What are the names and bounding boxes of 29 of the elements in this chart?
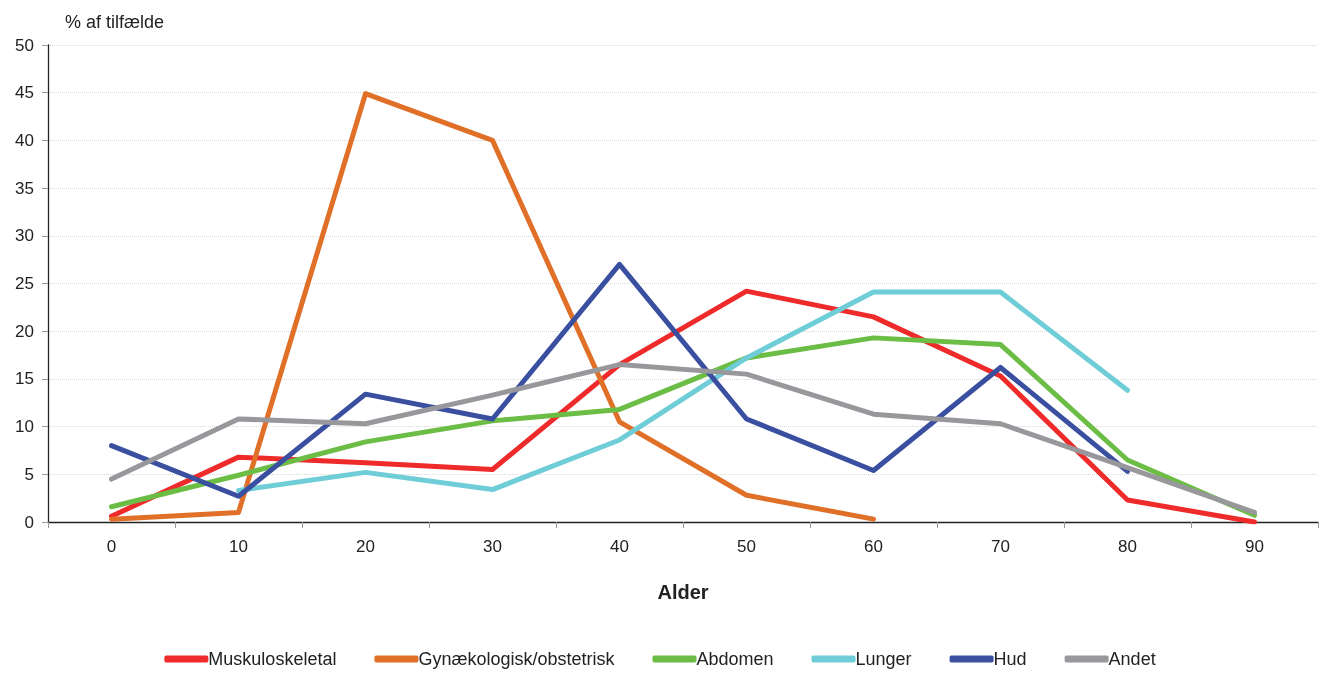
y-tick-label: 40 xyxy=(15,130,34,150)
y-tick-label: 45 xyxy=(15,83,34,103)
y-tick-label: 0 xyxy=(24,512,34,532)
y-tick-label: 50 xyxy=(15,35,34,55)
legend-label: Gynækologisk/obstetrisk xyxy=(418,649,616,669)
legend-label: Lunger xyxy=(855,649,912,669)
x-tick-label: 80 xyxy=(1118,537,1137,556)
y-tick-label: 20 xyxy=(15,321,34,341)
x-tick-label: 0 xyxy=(106,537,117,556)
x-tick-label: 90 xyxy=(1245,537,1264,556)
y-tick-label: 5 xyxy=(24,464,34,484)
x-axis-title: Alder xyxy=(657,581,709,603)
y-tick-label: 30 xyxy=(15,226,34,246)
x-tick-label: 60 xyxy=(864,537,883,556)
x-tick-label: 70 xyxy=(991,537,1010,556)
y-tick-label: 25 xyxy=(15,274,34,293)
x-tick-label: 20 xyxy=(356,537,375,556)
x-tick-label: 30 xyxy=(483,537,502,556)
y-axis-title: % af tilfælde xyxy=(65,12,165,32)
x-tick-label: 10 xyxy=(229,537,248,556)
legend-label: Andet xyxy=(1108,649,1156,669)
legend-label: Hud xyxy=(993,649,1027,669)
y-tick-label: 15 xyxy=(15,369,34,389)
x-tick-label: 40 xyxy=(610,537,629,556)
y-tick-label: 35 xyxy=(15,178,34,198)
legend-label: Abdomen xyxy=(696,649,774,669)
x-tick-label: 50 xyxy=(737,537,756,556)
legend-label: Muskuloskeletal xyxy=(208,649,337,669)
y-tick-label: 10 xyxy=(15,417,34,437)
